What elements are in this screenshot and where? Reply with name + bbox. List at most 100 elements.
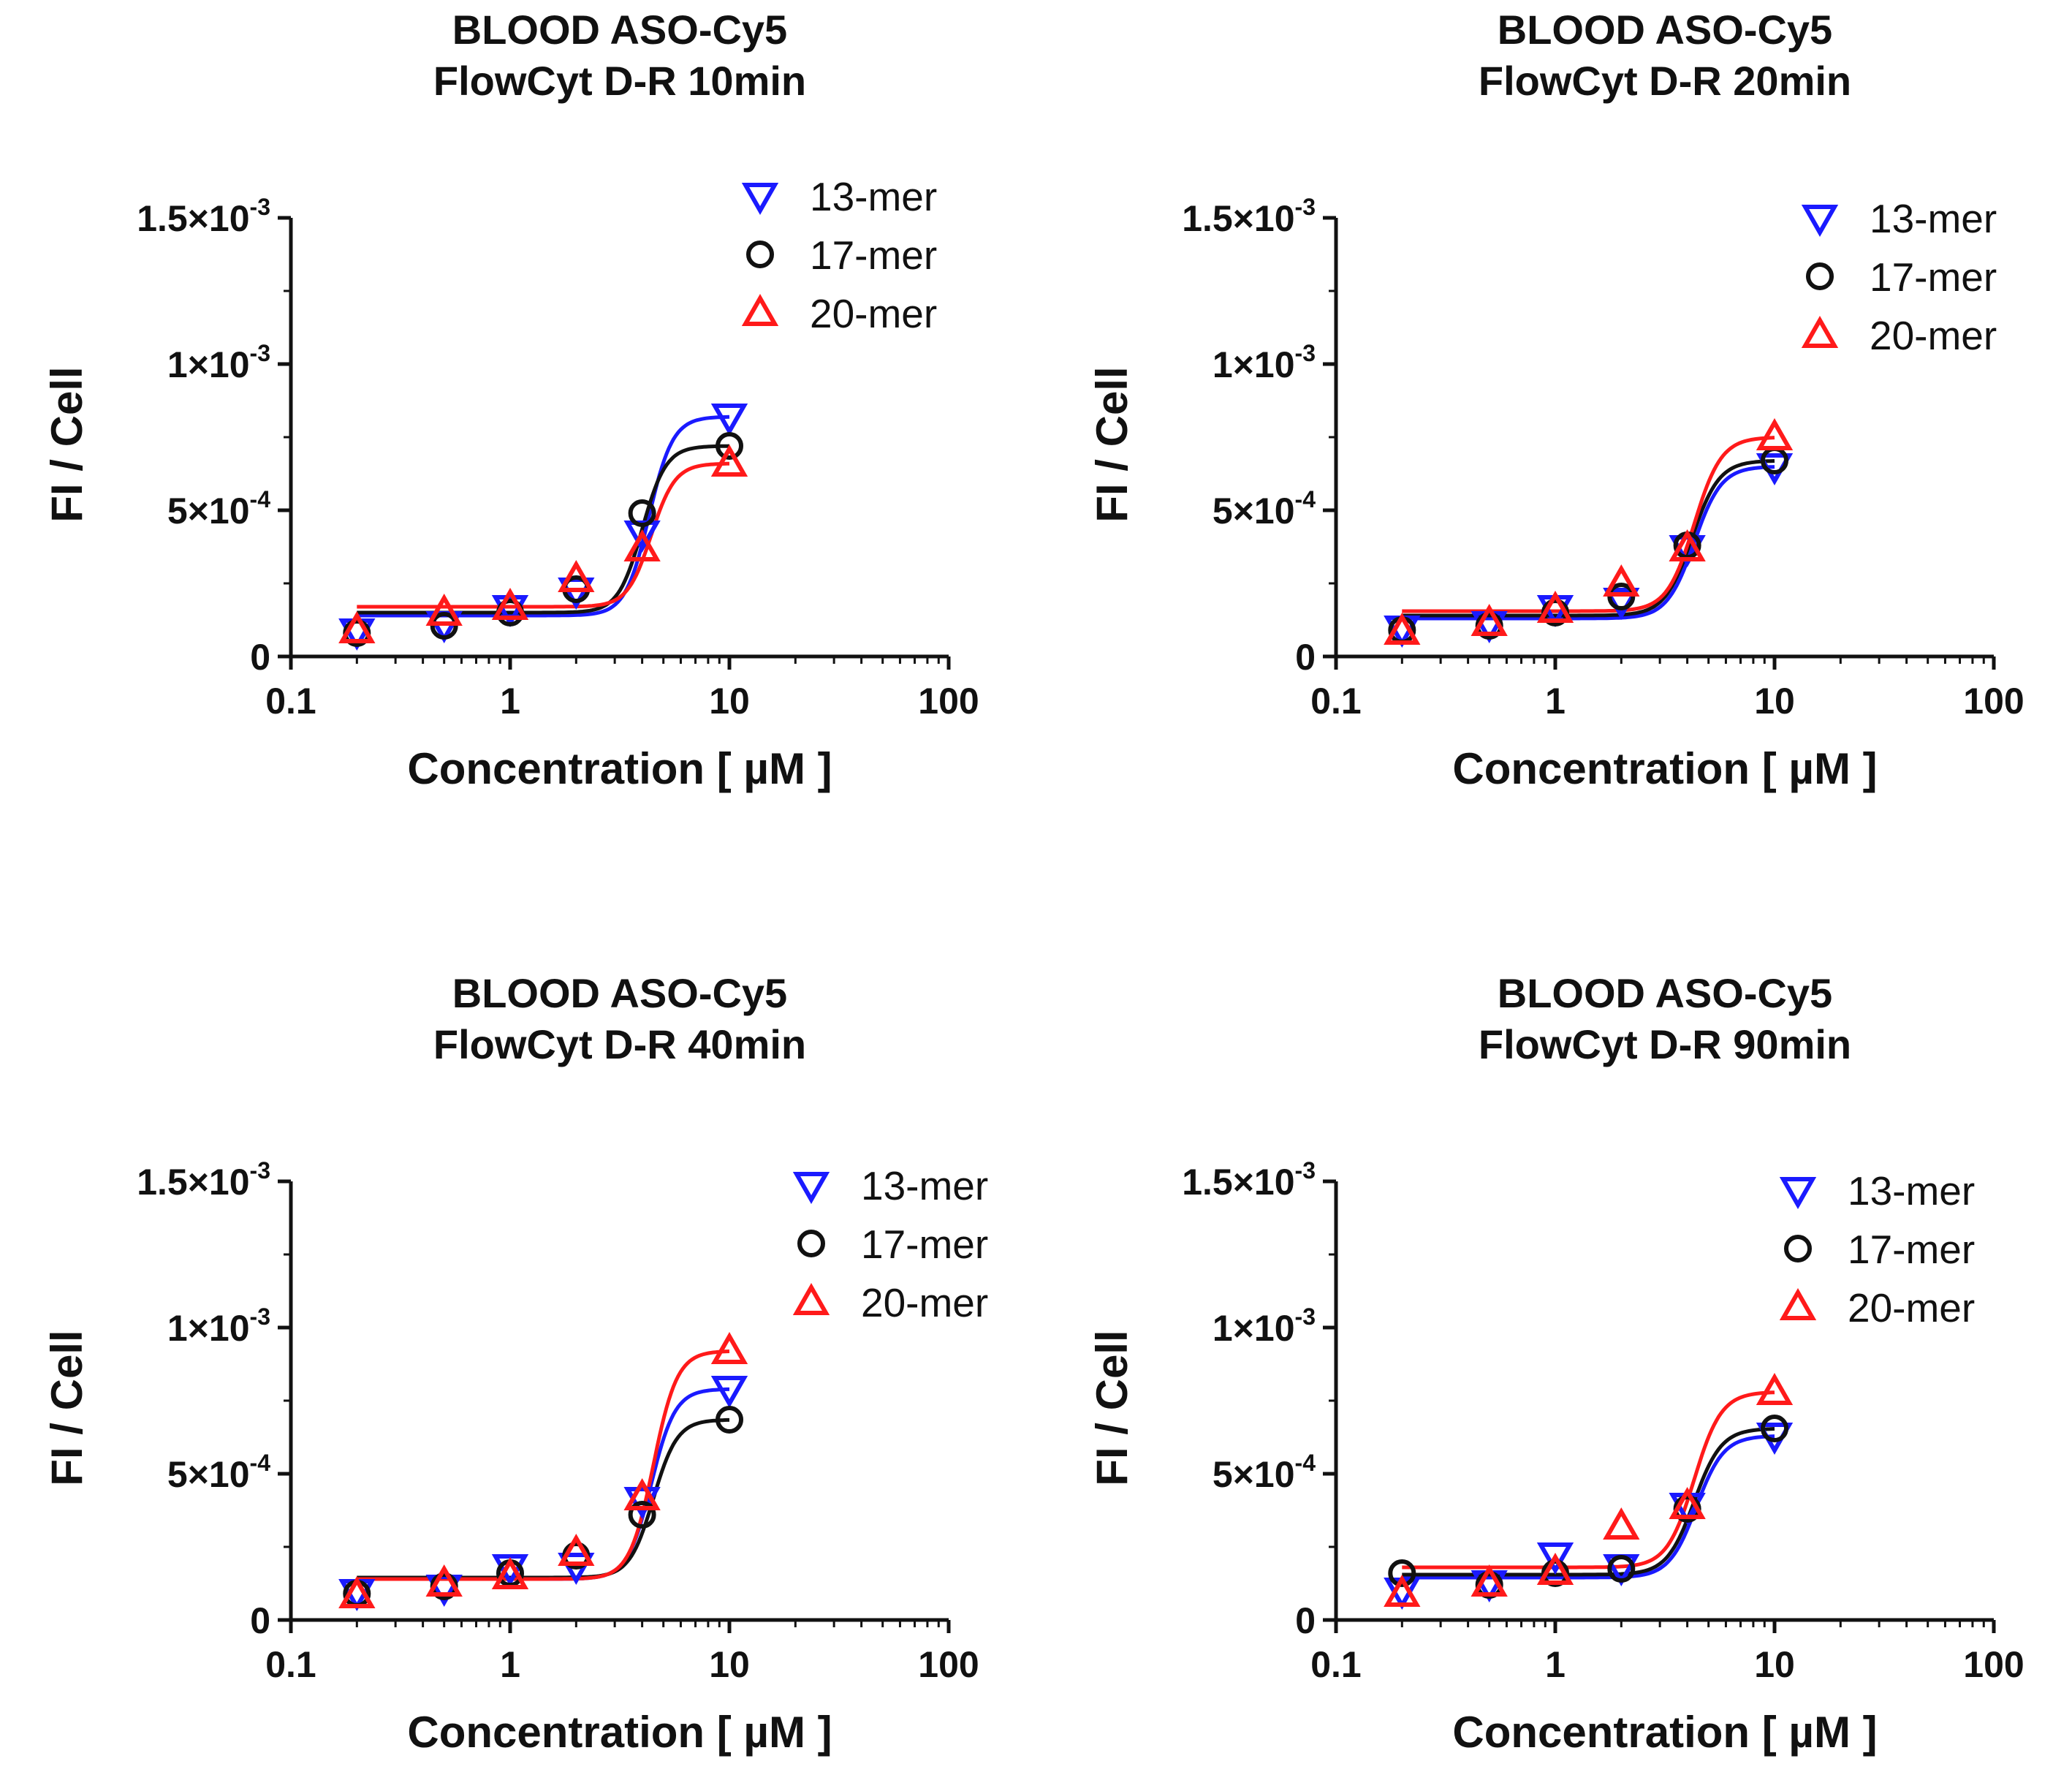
data-point-17-mer — [716, 1406, 743, 1434]
data-point-13-mer — [710, 404, 748, 436]
data-point-20-mer — [710, 444, 748, 477]
data-point-20-mer — [338, 1575, 376, 1608]
fit-curve-13-mer — [357, 414, 730, 618]
legend-label-13-mer: 13-mer — [1870, 196, 1997, 241]
legend-label-13-mer: 13-mer — [1848, 1168, 1975, 1214]
y-tick-label: 1.5×10-3 — [137, 194, 270, 239]
y-tick-label: 1×10-3 — [1213, 340, 1316, 385]
x-axis-label: Concentration [ µM ] — [1452, 1708, 1877, 1757]
chart-subtitle: FlowCyt D-R 10min — [433, 58, 806, 104]
data-point-17-mer — [716, 432, 743, 460]
y-tick-label: 0 — [250, 637, 270, 678]
x-tick-label: 1 — [1545, 1644, 1566, 1685]
legend-marker-13-mer — [792, 1172, 830, 1205]
chart-title: BLOOD ASO-Cy5 — [1498, 970, 1832, 1016]
y-tick-label: 1.5×10-3 — [1182, 1157, 1316, 1203]
legend-label-17-mer: 17-mer — [861, 1222, 988, 1267]
y-tick-label: 5×10-4 — [167, 486, 270, 531]
data-point-20-mer — [1603, 564, 1640, 597]
data-point-13-mer — [1536, 1542, 1574, 1575]
x-axis-label: Concentration [ µM ] — [407, 1708, 832, 1757]
data-point-20-mer — [710, 1331, 748, 1364]
legend-marker-17-mer — [746, 241, 774, 268]
legend-label-17-mer: 17-mer — [1870, 254, 1997, 300]
x-tick-label: 100 — [918, 1644, 979, 1685]
data-point-20-mer — [1536, 590, 1574, 623]
x-axis-label: Concentration [ µM ] — [407, 744, 832, 793]
data-point-20-mer — [1756, 1372, 1794, 1405]
fit-curve-17-mer — [1402, 1427, 1775, 1577]
data-point-20-mer — [491, 1556, 529, 1589]
chart-subtitle: FlowCyt D-R 40min — [433, 1021, 806, 1067]
legend-marker-17-mer — [1784, 1235, 1812, 1263]
legend-label-17-mer: 17-mer — [1848, 1227, 1975, 1272]
data-point-20-mer — [623, 529, 661, 561]
legend-label-20-mer: 20-mer — [1870, 313, 1997, 358]
fit-curve-20-mer — [1402, 436, 1775, 613]
chart-panel-4: BLOOD ASO-Cy5 FlowCyt D-R 90min 0.1 1 10 100 0… — [1088, 970, 2024, 1757]
y-axis-label: FI / Cell — [1088, 366, 1136, 522]
data-point-20-mer — [491, 587, 529, 620]
legend-label-13-mer: 13-mer — [861, 1163, 988, 1208]
x-tick-label: 1 — [500, 1644, 520, 1685]
x-tick-label: 0.1 — [265, 1644, 316, 1685]
legend-marker-13-mer — [1801, 205, 1839, 238]
x-tick-label: 1 — [1545, 681, 1566, 722]
fit-curve-20-mer — [357, 1349, 730, 1581]
data-point-13-mer — [558, 1553, 595, 1586]
data-point-13-mer — [710, 1376, 748, 1409]
data-point-20-mer — [338, 610, 376, 643]
fit-curve-17-mer — [357, 444, 730, 615]
data-point-20-mer — [1384, 612, 1421, 645]
legend-marker-17-mer — [797, 1230, 825, 1257]
x-tick-label: 10 — [1754, 1644, 1795, 1685]
data-point-20-mer — [1470, 603, 1508, 636]
x-tick-label: 10 — [709, 1644, 750, 1685]
data-point-17-mer — [1761, 1415, 1788, 1442]
fit-curve-17-mer — [1402, 459, 1775, 618]
chart-panel-3: BLOOD ASO-Cy5 FlowCyt D-R 40min 0.1 1 10 100 0… — [42, 970, 988, 1757]
fit-curve-13-mer — [1402, 465, 1775, 621]
legend-label-20-mer: 20-mer — [1848, 1285, 1975, 1330]
y-tick-label: 5×10-4 — [1213, 1450, 1316, 1495]
chart-title: BLOOD ASO-Cy5 — [452, 970, 787, 1016]
fit-curve-20-mer — [1402, 1390, 1775, 1570]
y-tick-label: 1.5×10-3 — [1182, 194, 1316, 239]
data-point-13-mer — [491, 1554, 529, 1587]
y-tick-label: 1.5×10-3 — [137, 1157, 270, 1203]
x-tick-label: 1 — [500, 681, 520, 722]
data-point-17-mer — [628, 1501, 656, 1529]
data-point-20-mer — [425, 593, 463, 626]
legend-label-20-mer: 20-mer — [861, 1280, 988, 1325]
y-tick-label: 1×10-3 — [1213, 1303, 1316, 1349]
data-point-20-mer — [1384, 1574, 1421, 1607]
data-point-20-mer — [1536, 1552, 1574, 1585]
data-point-20-mer — [1470, 1564, 1508, 1597]
x-tick-label: 0.1 — [1310, 1644, 1362, 1685]
data-point-20-mer — [1603, 1507, 1640, 1540]
legend-label-17-mer: 17-mer — [810, 232, 937, 278]
y-axis-label: FI / Cell — [42, 1330, 91, 1485]
fit-curve-13-mer — [357, 1387, 729, 1581]
legend-label-13-mer: 13-mer — [810, 174, 937, 219]
data-point-17-mer — [1388, 1559, 1416, 1587]
y-tick-label: 0 — [1295, 1600, 1316, 1641]
data-point-20-mer — [623, 1477, 661, 1510]
fit-curve-20-mer — [357, 461, 729, 609]
legend-marker-17-mer — [1806, 262, 1834, 290]
legend-label-20-mer: 20-mer — [810, 291, 937, 336]
data-point-20-mer — [1669, 529, 1706, 561]
x-tick-label: 0.1 — [1310, 681, 1362, 722]
data-point-20-mer — [1756, 417, 1794, 450]
y-axis-label: FI / Cell — [1088, 1330, 1136, 1485]
chart-subtitle: FlowCyt D-R 20min — [1479, 58, 1851, 104]
chart-title: BLOOD ASO-Cy5 — [1498, 7, 1832, 53]
x-tick-label: 100 — [918, 681, 979, 722]
fit-curve-13-mer — [1402, 1434, 1775, 1580]
y-tick-label: 5×10-4 — [167, 1450, 270, 1495]
legend-marker-20-mer — [1801, 315, 1839, 348]
x-tick-label: 10 — [1754, 681, 1795, 722]
chart-panel-1: BLOOD ASO-Cy5 FlowCyt D-R 10min 0.1 1 10 100 0… — [42, 7, 979, 793]
data-point-20-mer — [558, 1533, 595, 1566]
